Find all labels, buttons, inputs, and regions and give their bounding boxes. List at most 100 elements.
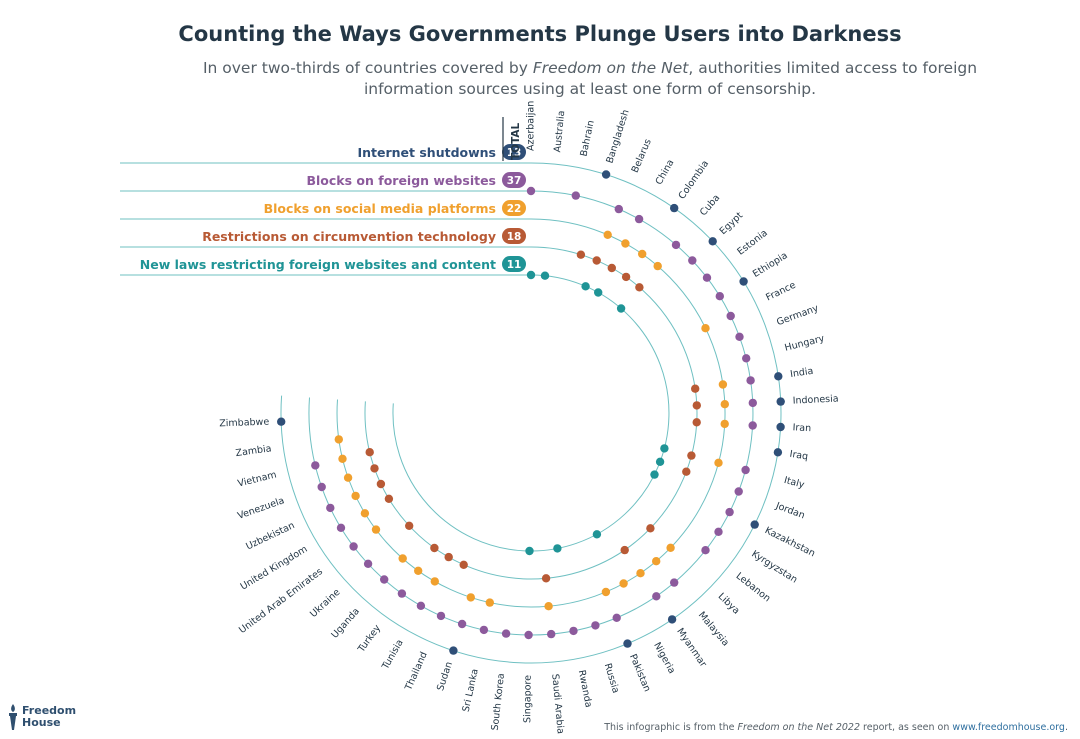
- dot-italy-3: [687, 451, 695, 459]
- category-label-1: Blocks on foreign websites: [307, 173, 497, 188]
- dot-sudan-2: [467, 593, 475, 601]
- dot-ukraine-3: [405, 522, 413, 530]
- dot-belarus-3: [593, 256, 601, 264]
- dot-venezuela-2: [344, 474, 352, 482]
- country-label-uganda: Uganda: [329, 606, 362, 641]
- dot-bangladesh-3: [577, 251, 585, 259]
- subtitle-text: In over two-thirds of countries covered …: [203, 59, 533, 77]
- dot-cuba-2: [654, 262, 662, 270]
- dot-colombia-0: [670, 204, 678, 212]
- dot-estonia-1: [703, 274, 711, 282]
- country-label-estonia: Estonia: [735, 228, 769, 258]
- dot-italy-4: [660, 444, 668, 452]
- country-label-belarus: Belarus: [630, 137, 654, 174]
- subtitle-italic: Freedom on the Net: [533, 59, 689, 77]
- dot-uganda-2: [399, 554, 407, 562]
- dot-sudan-0: [449, 646, 457, 654]
- dot-sri-lanka-1: [480, 626, 488, 634]
- dot-australia-4: [541, 272, 549, 280]
- dot-venezuela-3: [370, 464, 378, 472]
- dot-iraq-0: [774, 448, 782, 456]
- dot-myanmar-1: [652, 592, 660, 600]
- dot-uzbekistan-2: [351, 492, 359, 500]
- dot-egypt-0: [709, 237, 717, 245]
- country-label-india: India: [789, 366, 814, 380]
- dot-germany-1: [735, 333, 743, 341]
- country-label-libya: Libya: [716, 591, 742, 617]
- torch-icon: [6, 702, 20, 732]
- dot-bahrain-1: [572, 191, 580, 199]
- country-label-sudan: Sudan: [435, 660, 455, 692]
- dot-venezuela-1: [318, 483, 326, 491]
- dot-sri-lanka-2: [486, 598, 494, 606]
- footer-text: This infographic is from the: [604, 722, 737, 733]
- dot-colombia-3: [622, 273, 630, 281]
- category-label-3: Restrictions on circumvention technology: [202, 229, 496, 244]
- country-label-bangladesh: Bangladesh: [604, 108, 631, 164]
- dot-libya-3: [646, 524, 654, 532]
- dot-nigeria-4: [593, 530, 601, 538]
- dot-vietnam-2: [338, 455, 346, 463]
- country-label-pakistan: Pakistan: [627, 653, 652, 694]
- dot-india-1: [746, 376, 754, 384]
- dot-jordan-4: [656, 458, 664, 466]
- country-label-myanmar: Myanmar: [674, 626, 708, 669]
- dot-libya-2: [666, 544, 674, 552]
- category-label-4: New laws restricting foreign websites an…: [140, 257, 496, 272]
- dot-vietnam-1: [311, 461, 319, 469]
- dot-china-3: [608, 264, 616, 272]
- country-label-sri-lanka: Sri Lanka: [461, 668, 481, 713]
- total-value-3: 18: [507, 231, 522, 243]
- footer-link[interactable]: www.freedomhouse.org: [952, 722, 1065, 733]
- dot-saudi-arabia-1: [547, 630, 555, 638]
- dot-azerbaijan-4: [527, 271, 535, 279]
- dot-kazakhstan-1: [725, 508, 733, 516]
- country-label-vietnam: Vietnam: [237, 469, 278, 489]
- country-label-ethiopia: Ethiopia: [751, 250, 790, 280]
- dot-myanmar-0: [668, 615, 676, 623]
- country-label-kazakhstan: Kazakhstan: [763, 525, 817, 559]
- country-label-thailand: Thailand: [403, 650, 430, 693]
- dot-nigeria-2: [619, 579, 627, 587]
- dot-uganda-1: [380, 575, 388, 583]
- dot-iran-0: [776, 423, 784, 431]
- dot-singapore-4: [525, 547, 533, 555]
- country-label-egypt: Egypt: [718, 210, 746, 237]
- dot-united-kingdom-3: [385, 495, 393, 503]
- dot-vietnam-3: [366, 448, 374, 456]
- country-label-iran: Iran: [792, 422, 811, 434]
- dot-singapore-1: [524, 631, 532, 639]
- dot-indonesia-3: [693, 401, 701, 409]
- dot-malaysia-1: [670, 578, 678, 586]
- dot-jordan-3: [682, 468, 690, 476]
- dot-iran-1: [749, 421, 757, 429]
- dot-russia-1: [591, 621, 599, 629]
- country-label-china: China: [654, 158, 677, 187]
- dot-turkey-1: [398, 589, 406, 597]
- dot-united-arab-emirates-1: [349, 542, 357, 550]
- dot-belarus-2: [604, 231, 612, 239]
- category-label-0: Internet shutdowns: [357, 145, 496, 160]
- dot-hungary-1: [742, 354, 750, 362]
- footer-report-name: Freedom on the Net 2022: [738, 722, 861, 733]
- country-label-jordan: Jordan: [773, 500, 806, 521]
- dot-ukraine-1: [364, 560, 372, 568]
- dot-indonesia-0: [777, 397, 785, 405]
- country-label-iraq: Iraq: [789, 449, 809, 463]
- dot-cuba-4: [617, 304, 625, 312]
- country-label-nigeria: Nigeria: [651, 641, 677, 676]
- dot-thailand-1: [437, 612, 445, 620]
- country-label-hungary: Hungary: [784, 333, 826, 354]
- dot-united-arab-emirates-2: [372, 525, 380, 533]
- dot-iran-2: [721, 420, 729, 428]
- footer-credit: This infographic is from the Freedom on …: [604, 722, 1068, 733]
- dot-zimbabwe-0: [277, 418, 285, 426]
- category-label-2: Blocks on social media platforms: [264, 201, 496, 216]
- country-label-italy: Italy: [783, 475, 806, 491]
- dot-malaysia-2: [652, 557, 660, 565]
- dot-belarus-1: [615, 205, 623, 213]
- country-label-south-korea: South Korea: [490, 673, 507, 731]
- dot-cuba-1: [672, 241, 680, 249]
- dot-rwanda-1: [569, 627, 577, 635]
